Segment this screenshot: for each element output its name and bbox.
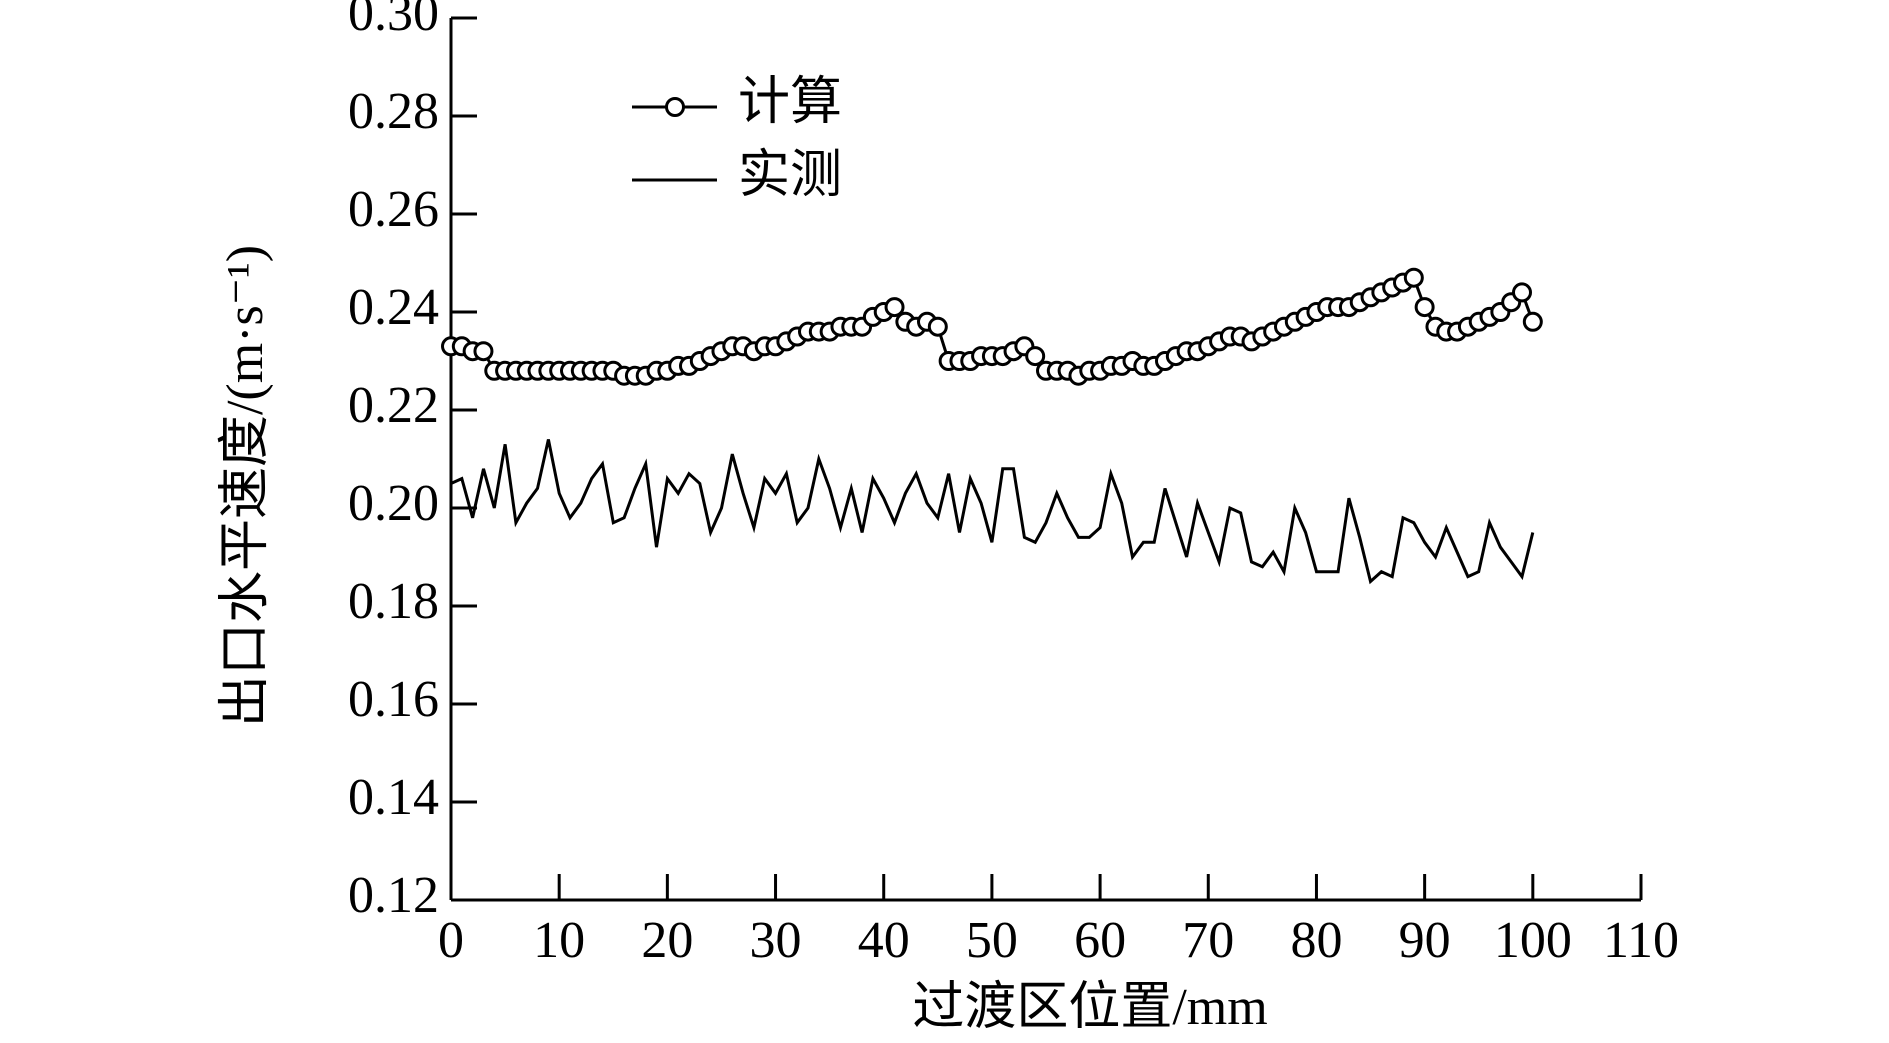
legend-marker — [665, 97, 685, 117]
x-tick-label: 70 — [1182, 912, 1234, 969]
data-point — [1403, 267, 1424, 288]
y-tick-label: 0.30 — [348, 0, 439, 42]
data-point — [884, 297, 905, 318]
x-tick-label: 30 — [750, 912, 802, 969]
x-tick-label: 110 — [1603, 912, 1679, 969]
x-tick-label: 10 — [533, 912, 585, 969]
y-tick-label: 0.24 — [348, 279, 439, 336]
y-tick-label: 0.16 — [348, 671, 439, 728]
data-point — [1025, 346, 1046, 367]
legend-label: 计算 — [738, 74, 842, 131]
data-point — [1512, 282, 1532, 303]
y-axis-label: 出口水平速度/(m·s⁻¹) — [217, 245, 274, 727]
x-tick-label: 100 — [1494, 912, 1572, 969]
y-tick-label: 0.18 — [348, 573, 439, 630]
data-point — [473, 341, 494, 362]
x-tick-label: 40 — [858, 912, 910, 969]
data-point — [1414, 297, 1435, 318]
legend-label: 实测 — [738, 147, 842, 204]
data-point — [1522, 311, 1543, 332]
x-tick-label: 50 — [966, 912, 1018, 969]
x-tick-label: 80 — [1290, 912, 1342, 969]
y-tick-label: 0.12 — [348, 867, 439, 924]
x-tick-label: 20 — [641, 912, 693, 969]
data-point — [927, 316, 948, 337]
x-tick-label: 0 — [438, 912, 464, 969]
x-tick-label: 60 — [1074, 912, 1126, 969]
y-tick-label: 0.28 — [348, 83, 439, 140]
y-tick-label: 0.14 — [348, 769, 439, 826]
x-axis-label: 过渡区位置/mm — [912, 979, 1267, 1036]
x-tick-label: 90 — [1399, 912, 1451, 969]
y-tick-label: 0.26 — [348, 181, 439, 238]
series-line — [450, 439, 1535, 585]
y-tick-label: 0.20 — [348, 475, 439, 532]
y-tick-label: 0.22 — [348, 377, 439, 434]
